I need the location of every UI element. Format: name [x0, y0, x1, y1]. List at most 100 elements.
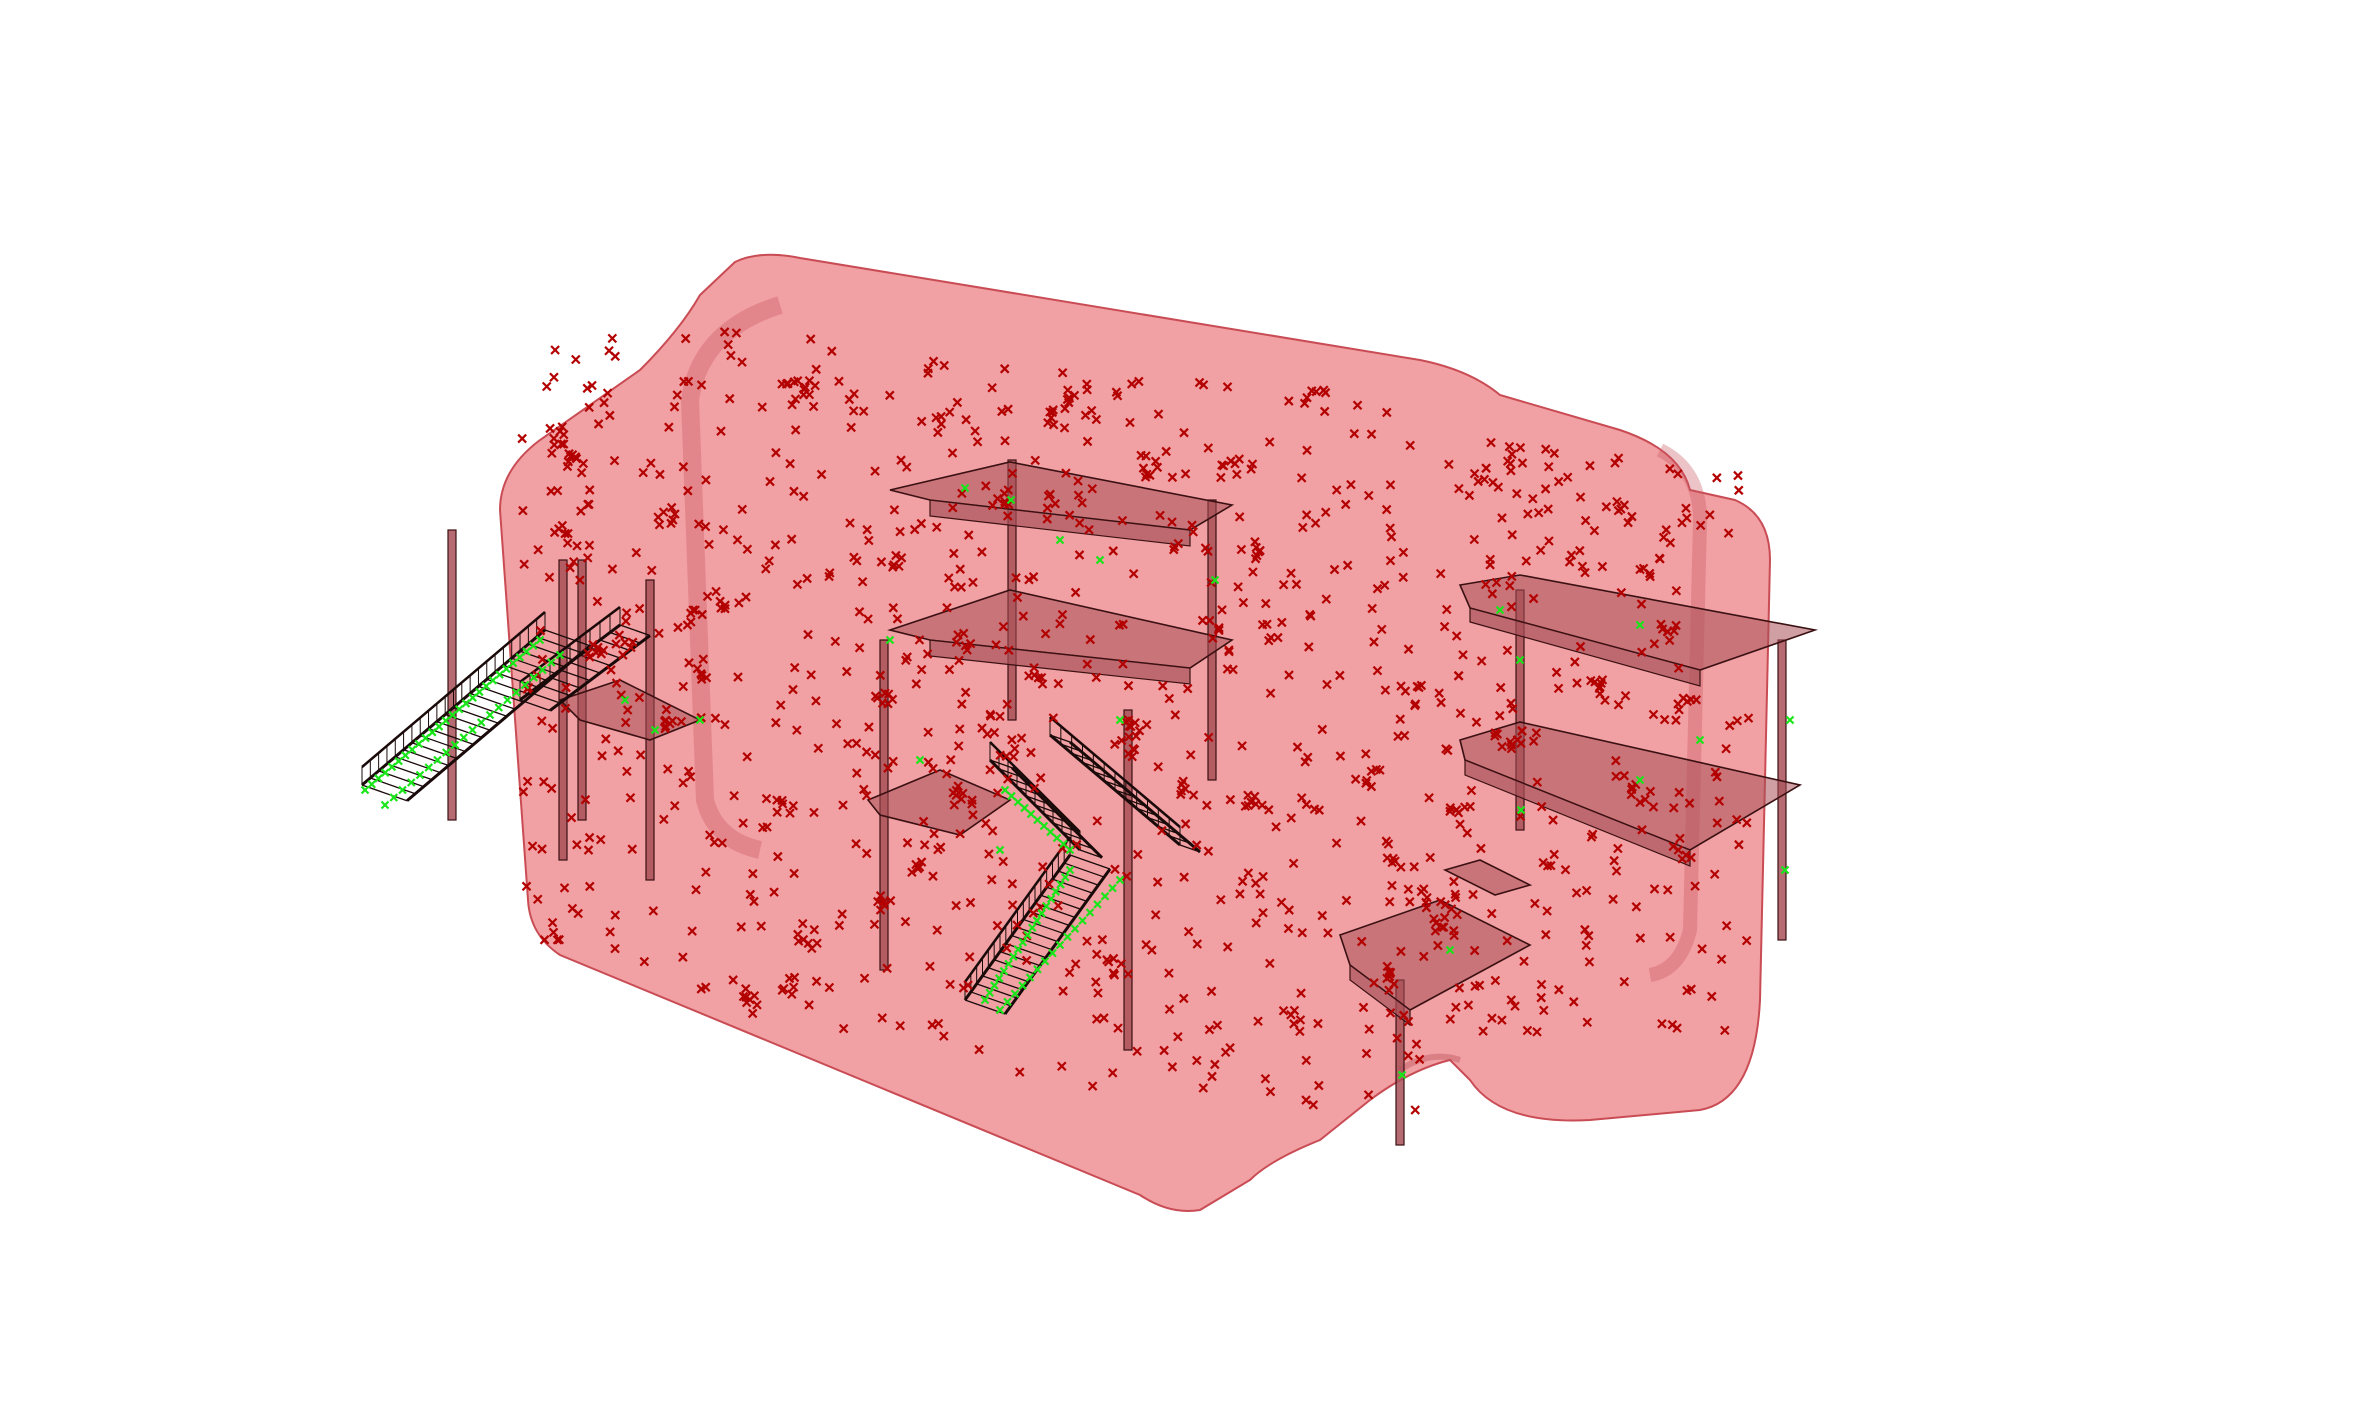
- stair-tread: [469, 692, 516, 710]
- sample-point-interior: [972, 436, 983, 447]
- sample-point-interior: [987, 874, 997, 885]
- sample-point-interior: [803, 629, 813, 640]
- sample-point-interior: [756, 921, 767, 931]
- sample-point-interior: [1296, 793, 1307, 803]
- sample-point-interior: [571, 453, 582, 464]
- sample-point-interior: [1109, 739, 1120, 750]
- sample-point-interior: [1366, 766, 1377, 777]
- sample-point-interior: [582, 383, 593, 394]
- sample-point-interior: [1546, 860, 1556, 871]
- sample-point-interior: [1302, 445, 1312, 456]
- sample-point-interior: [578, 458, 589, 469]
- sample-point-interior: [1116, 958, 1127, 969]
- sample-point-interior: [1522, 1025, 1533, 1036]
- sample-point-interior: [1439, 621, 1450, 632]
- sample-point-interior: [1392, 1033, 1402, 1043]
- sample-point-interior: [716, 426, 726, 436]
- sample-point-interior: [846, 422, 856, 433]
- sample-point-interior: [1388, 853, 1398, 864]
- sample-point-interior: [646, 458, 656, 468]
- sample-point-interior: [838, 1023, 849, 1034]
- sample-point-interior: [1250, 878, 1261, 888]
- stair-tread: [478, 685, 524, 703]
- sample-point-interior: [1082, 436, 1093, 447]
- sample-point-interior: [1073, 490, 1084, 501]
- sample-point-interior: [1608, 894, 1618, 905]
- sample-point-interior: [787, 989, 797, 1000]
- sample-point-interior: [1494, 710, 1505, 721]
- sample-point-interior: [583, 648, 593, 659]
- sample-point-surface: [406, 778, 416, 787]
- sample-point-surface: [980, 995, 990, 1005]
- sample-point-interior: [537, 654, 548, 665]
- sample-point-interior: [862, 524, 872, 535]
- sample-point-interior: [987, 500, 998, 511]
- sample-point-interior: [797, 918, 808, 929]
- sample-point-interior: [1305, 609, 1315, 620]
- sample-point-interior: [614, 630, 625, 640]
- sample-point-interior: [870, 750, 881, 760]
- sample-point-interior: [736, 922, 747, 932]
- sample-point-interior: [527, 841, 538, 851]
- sample-point-interior: [1192, 1055, 1202, 1066]
- sample-point-interior: [1469, 945, 1480, 956]
- sample-point-interior: [884, 390, 895, 401]
- sample-point-surface: [407, 745, 417, 754]
- sample-point-interior: [895, 526, 905, 537]
- sample-point-interior: [963, 530, 974, 540]
- sample-point-interior: [1113, 1023, 1123, 1033]
- sample-point-interior: [1216, 472, 1226, 483]
- sample-point-interior: [962, 645, 972, 655]
- sample-point-surface: [1023, 930, 1032, 940]
- sample-point-interior: [1087, 1081, 1098, 1091]
- sample-point-interior: [1731, 814, 1742, 825]
- sample-point-interior: [1476, 656, 1487, 666]
- sample-point-interior: [1616, 587, 1627, 598]
- sample-point-interior: [845, 518, 855, 528]
- sample-point-interior: [1611, 755, 1621, 766]
- sample-point-interior: [1248, 567, 1258, 577]
- sample-point-interior: [1018, 611, 1029, 621]
- sample-point-interior: [807, 943, 817, 954]
- sample-point-interior: [1214, 625, 1224, 636]
- stair-tread: [519, 699, 551, 712]
- sample-point-interior: [1179, 427, 1189, 438]
- sample-point-surface: [508, 658, 518, 668]
- sample-point-surface: [960, 483, 970, 493]
- platform-small-top: [1442, 859, 1533, 896]
- sample-point-interior: [1506, 743, 1517, 754]
- sample-point-interior: [775, 700, 786, 710]
- sample-point-interior: [1297, 522, 1308, 533]
- sample-point-interior: [1385, 555, 1396, 566]
- sample-point-interior: [1271, 822, 1281, 832]
- sample-point-interior: [1150, 456, 1161, 467]
- sample-point-interior: [610, 943, 620, 954]
- sample-point-interior: [682, 620, 693, 630]
- sample-point-interior: [622, 766, 632, 777]
- sample-point-interior: [896, 553, 907, 563]
- volume-inner-fold: [680, 296, 783, 859]
- sample-point-surface: [1048, 948, 1057, 958]
- sample-point-interior: [1265, 688, 1276, 699]
- sample-point-interior: [919, 840, 930, 850]
- sample-point-interior: [522, 776, 533, 787]
- sample-point-interior: [1533, 508, 1544, 518]
- sample-point-interior: [928, 871, 938, 881]
- sample-point-interior: [621, 608, 632, 618]
- sample-point-interior: [1323, 928, 1333, 938]
- sample-point-interior: [859, 784, 869, 795]
- sample-point-interior: [957, 488, 967, 499]
- sample-point-surface: [476, 718, 486, 727]
- sample-point-interior: [1250, 537, 1260, 547]
- sample-point-interior: [1517, 725, 1527, 736]
- sample-point-interior: [1048, 405, 1058, 415]
- sample-point-interior: [939, 1031, 949, 1041]
- sample-point-interior: [1284, 396, 1294, 406]
- sample-point-interior: [789, 868, 799, 879]
- sample-point-interior: [749, 990, 760, 1001]
- sample-point-interior: [1657, 1018, 1667, 1029]
- sample-point-interior: [634, 603, 645, 614]
- sample-point-interior: [1572, 678, 1582, 688]
- sample-point-interior: [701, 475, 711, 485]
